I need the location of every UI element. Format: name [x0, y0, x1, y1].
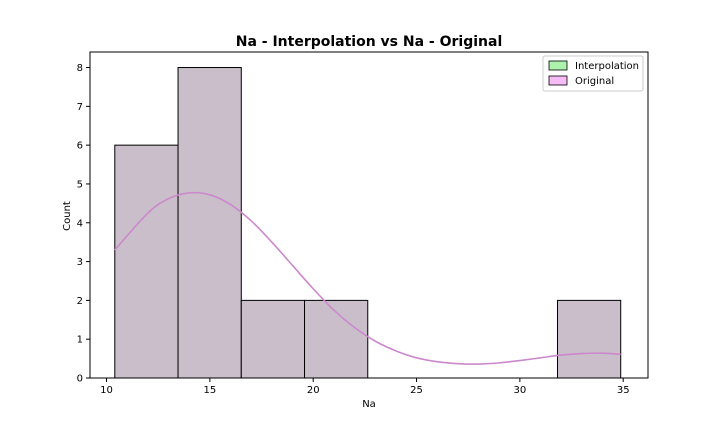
x-tick-label: 25 [410, 385, 423, 396]
y-tick-label: 3 [77, 257, 83, 268]
legend: Interpolation Original [542, 55, 644, 92]
x-tick-label: 35 [617, 385, 630, 396]
x-axis-ticks: 10 15 20 25 30 35 [100, 378, 630, 396]
y-tick-label: 7 [77, 102, 83, 113]
legend-label-interpolation: Interpolation [575, 61, 639, 72]
chart-title: Na - Interpolation vs Na - Original [236, 34, 503, 50]
y-axis-ticks: 0 1 2 3 4 5 6 7 8 [77, 63, 90, 385]
legend-swatch-original [548, 75, 568, 86]
y-tick-label: 0 [77, 374, 83, 385]
y-tick-label: 5 [77, 179, 83, 190]
x-tick-label: 30 [513, 385, 526, 396]
y-tick-label: 6 [77, 141, 83, 152]
legend-label-original: Original [575, 76, 614, 87]
y-tick-label: 4 [77, 218, 83, 229]
kde-curve [114, 191, 621, 365]
bars-layer [114, 67, 622, 379]
x-tick-label: 10 [100, 385, 113, 396]
y-tick-label: 1 [77, 335, 83, 346]
x-tick-label: 15 [203, 385, 216, 396]
kde-layer [114, 191, 621, 365]
histogram-bar [240, 299, 306, 379]
x-tick-label: 20 [307, 385, 320, 396]
x-axis-label: Na [362, 399, 376, 410]
legend-frame [542, 55, 644, 92]
plot-frame [89, 51, 649, 379]
histogram-bar [304, 299, 369, 379]
legend-swatch-interpolation [548, 60, 568, 71]
y-tick-label: 8 [77, 63, 83, 74]
histogram-bar [114, 144, 179, 379]
y-axis-label: Count [62, 201, 73, 231]
y-tick-label: 2 [77, 296, 83, 307]
histogram-bar [177, 67, 242, 379]
histogram-bar [556, 299, 622, 379]
